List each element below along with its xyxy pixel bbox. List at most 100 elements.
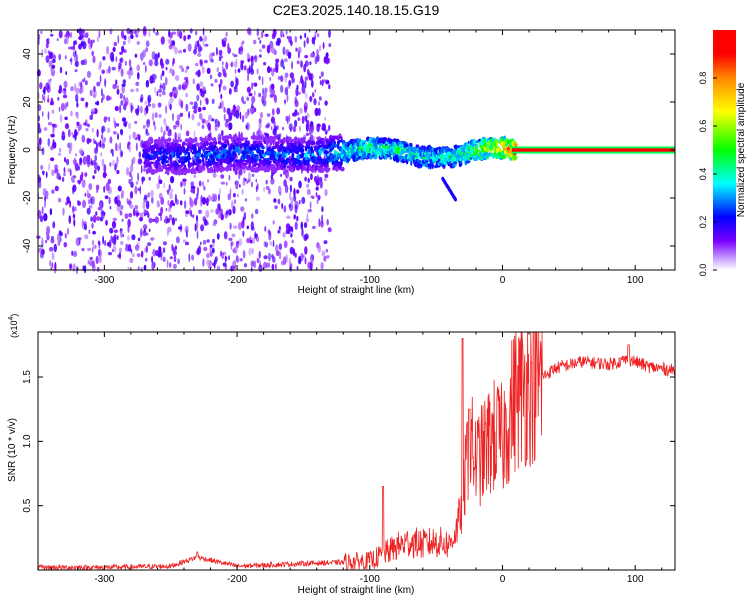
noise-speck (86, 70, 92, 78)
noise-speck (148, 59, 153, 67)
noise-speck (63, 167, 66, 174)
noise-speck (318, 96, 322, 101)
noise-speck (150, 189, 154, 198)
noise-speck (92, 138, 95, 144)
noise-speck (212, 222, 217, 227)
noise-speck (202, 239, 207, 245)
noise-speck (221, 129, 224, 137)
colorbar-tick-label: 0.0 (698, 264, 708, 277)
noise-speck (185, 229, 188, 238)
noise-speck (142, 62, 146, 65)
trace-speck (386, 148, 391, 152)
y-tick-label: 40 (22, 48, 33, 60)
noise-speck (91, 108, 96, 113)
trace-speck (414, 156, 418, 160)
noise-speck (53, 123, 58, 129)
noise-speck (281, 30, 285, 37)
noise-speck (81, 179, 86, 188)
noise-speck (209, 131, 212, 136)
noise-speck (97, 165, 100, 172)
spectrogram-y-ticks: -40 -20 0 20 40 (22, 48, 675, 253)
noise-speck (300, 221, 303, 230)
noise-speck (199, 46, 203, 52)
trace-speck (238, 137, 242, 144)
noise-speck (96, 81, 101, 87)
noise-speck (295, 47, 298, 52)
trace-speck (228, 152, 231, 159)
noise-speck (309, 95, 312, 103)
noise-speck (196, 83, 201, 91)
noise-speck (85, 80, 88, 86)
noise-speck (78, 148, 84, 155)
noise-speck (179, 112, 184, 117)
noise-speck (54, 168, 59, 174)
trace-speck (338, 136, 343, 139)
trace-speck (354, 156, 358, 162)
noise-speck (291, 61, 293, 70)
noise-speck (297, 112, 300, 116)
noise-speck (39, 215, 44, 223)
noise-speck (248, 92, 253, 97)
trace-speck (350, 148, 355, 155)
noise-speck (91, 222, 94, 229)
noise-speck (197, 106, 202, 113)
noise-speck (318, 107, 321, 116)
trace-speck (475, 145, 479, 149)
noise-speck (82, 199, 86, 209)
trace-speck (156, 156, 161, 162)
noise-speck (116, 205, 121, 212)
noise-speck (310, 125, 314, 134)
noise-speck (68, 215, 72, 224)
trace-speck (485, 146, 490, 152)
noise-speck (289, 72, 295, 79)
trace-speck (261, 145, 265, 150)
noise-speck (145, 245, 148, 253)
noise-speck (315, 192, 318, 198)
noise-speck (272, 108, 275, 116)
noise-speck (223, 114, 226, 121)
figure-title: C2E3.2025.140.18.15.G19 (273, 2, 440, 18)
noise-speck (86, 207, 91, 215)
noise-speck (301, 228, 304, 237)
noise-speck (178, 84, 182, 91)
trace-speck (160, 146, 164, 150)
trace-speck (304, 156, 310, 160)
noise-speck (258, 127, 261, 133)
noise-speck (304, 76, 309, 81)
noise-speck (130, 34, 134, 40)
snr-scale-close: ) (9, 314, 19, 317)
noise-speck (297, 117, 301, 121)
noise-speck (258, 54, 262, 58)
y-tick-label: 1.5 (22, 370, 33, 384)
noise-speck (162, 241, 167, 246)
noise-speck (47, 111, 50, 120)
noise-speck (163, 182, 165, 189)
noise-speck (258, 250, 261, 259)
noise-speck (152, 263, 155, 272)
noise-speck (154, 216, 159, 224)
trace-speck (458, 151, 461, 155)
noise-speck (169, 91, 173, 98)
noise-speck (241, 115, 245, 123)
noise-speck (171, 61, 174, 67)
noise-speck (49, 78, 52, 82)
trace-speck (232, 144, 236, 151)
noise-speck (203, 89, 207, 95)
noise-speck (134, 244, 140, 251)
trace-speck (285, 159, 289, 165)
noise-speck (277, 136, 281, 141)
noise-speck (103, 164, 107, 173)
noise-speck (281, 126, 285, 131)
noise-speck (239, 111, 242, 120)
noise-speck (93, 244, 97, 250)
noise-speck (235, 256, 240, 263)
noise-speck (257, 37, 261, 41)
noise-speck (130, 104, 133, 113)
noise-speck (306, 36, 309, 45)
noise-speck (314, 107, 319, 117)
noise-speck (307, 209, 312, 213)
noise-speck (201, 124, 205, 129)
trace-speck (498, 155, 502, 159)
trace-speck (165, 155, 168, 160)
noise-speck (117, 235, 119, 241)
